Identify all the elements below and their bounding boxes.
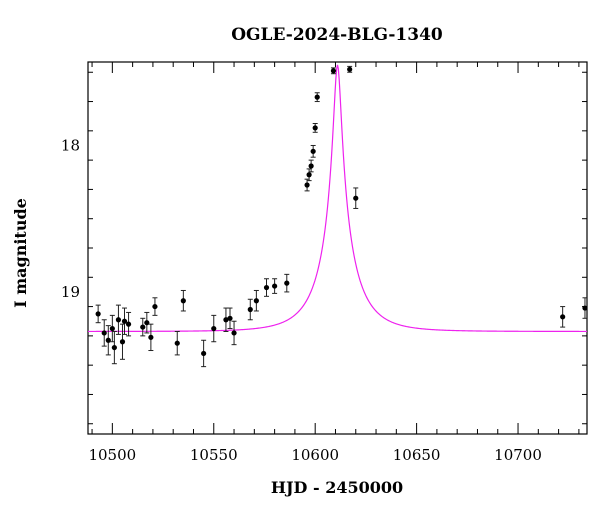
data-marker bbox=[308, 163, 314, 169]
data-marker bbox=[144, 320, 150, 326]
data-point bbox=[211, 314, 217, 343]
x-tick-label: 10600 bbox=[291, 446, 339, 464]
data-marker bbox=[253, 298, 259, 304]
data-point bbox=[144, 311, 150, 334]
plot-area: 10500 10550 10600 10650 10700 18 19 bbox=[61, 61, 593, 464]
data-point bbox=[231, 320, 237, 346]
data-point bbox=[201, 339, 207, 368]
data-point bbox=[101, 319, 107, 347]
data-point bbox=[223, 307, 229, 332]
data-point bbox=[119, 323, 126, 360]
data-point bbox=[308, 159, 314, 173]
data-marker bbox=[310, 148, 316, 154]
chart-title: OGLE-2024-BLG-1340 bbox=[231, 25, 443, 45]
x-tick-label: 10650 bbox=[393, 446, 441, 464]
data-marker bbox=[223, 317, 229, 323]
data-marker bbox=[247, 306, 253, 313]
data-point bbox=[125, 311, 132, 337]
data-point bbox=[272, 278, 278, 294]
data-marker bbox=[201, 350, 207, 357]
data-point bbox=[247, 298, 253, 321]
data-point bbox=[152, 297, 158, 316]
data-marker bbox=[312, 125, 318, 131]
data-point bbox=[353, 187, 359, 209]
data-marker bbox=[582, 305, 587, 311]
y-tick-label: 19 bbox=[61, 283, 80, 301]
x-tick-label: 10700 bbox=[494, 446, 542, 464]
data-marker bbox=[263, 284, 270, 291]
data-marker bbox=[306, 172, 312, 178]
data-point bbox=[588, 333, 593, 354]
data-marker bbox=[148, 334, 154, 340]
data-marker bbox=[588, 341, 593, 346]
model-curve bbox=[88, 64, 587, 333]
data-point bbox=[312, 123, 318, 133]
data-marker bbox=[105, 337, 111, 343]
data-point bbox=[253, 289, 259, 312]
data-marker bbox=[121, 318, 128, 324]
data-marker bbox=[330, 68, 337, 74]
data-point bbox=[105, 325, 111, 356]
x-axis-label: HJD - 2450000 bbox=[271, 478, 403, 497]
y-axis-label: I magnitude bbox=[11, 198, 30, 308]
data-marker bbox=[152, 303, 158, 310]
data-marker bbox=[180, 298, 186, 304]
data-marker bbox=[109, 325, 115, 332]
data-marker bbox=[272, 283, 278, 289]
data-point bbox=[284, 273, 290, 293]
data-marker bbox=[227, 315, 233, 321]
data-point bbox=[95, 304, 101, 324]
data-point bbox=[263, 278, 270, 297]
data-marker bbox=[115, 317, 122, 323]
data-point bbox=[111, 330, 117, 365]
data-point bbox=[121, 307, 128, 335]
data-marker bbox=[231, 330, 237, 336]
data-point bbox=[115, 304, 122, 335]
data-marker bbox=[111, 344, 117, 351]
data-point bbox=[310, 144, 316, 158]
data-point bbox=[109, 314, 115, 343]
data-point bbox=[180, 289, 186, 312]
data-point bbox=[560, 306, 566, 328]
data-marker bbox=[353, 195, 359, 201]
data-marker bbox=[119, 339, 126, 345]
y-tick-label: 18 bbox=[61, 136, 80, 154]
data-point bbox=[227, 307, 233, 330]
data-marker bbox=[304, 182, 310, 188]
data-marker bbox=[140, 324, 146, 330]
data-point bbox=[140, 317, 146, 337]
plot-frame bbox=[87, 61, 588, 435]
data-marker bbox=[314, 94, 320, 100]
data-point bbox=[314, 92, 320, 103]
data-marker bbox=[211, 325, 217, 332]
data-marker bbox=[101, 330, 107, 336]
data-marker bbox=[284, 280, 290, 286]
data-point bbox=[148, 323, 154, 352]
data-marker bbox=[125, 321, 132, 327]
data-marker bbox=[560, 314, 566, 320]
data-marker bbox=[347, 66, 353, 72]
data-point bbox=[582, 297, 587, 319]
x-tick-label: 10500 bbox=[88, 446, 136, 464]
data-point bbox=[330, 67, 337, 75]
x-tick-label: 10550 bbox=[190, 446, 238, 464]
data-marker bbox=[95, 311, 101, 317]
data-point bbox=[174, 330, 180, 356]
data-marker bbox=[174, 340, 180, 346]
data-point bbox=[347, 65, 353, 73]
